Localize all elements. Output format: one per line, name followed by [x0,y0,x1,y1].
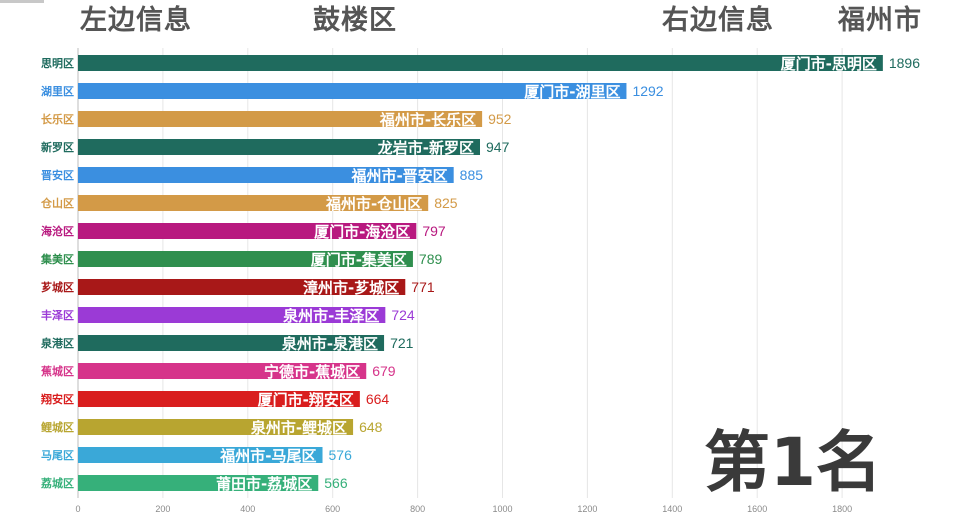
bar-inner-label: 泉州市-丰泽区 [282,307,379,325]
header-right-label: 右边信息 [662,5,774,36]
bar [78,83,627,99]
bar [78,279,406,295]
value-label: 952 [488,111,512,127]
bar [78,307,386,323]
bar-inner-label: 莆田市-荔城区 [216,475,312,493]
header-left-value: 鼓楼区 [313,5,397,36]
x-tick-label: 1600 [747,504,767,514]
value-label: 797 [422,223,446,239]
value-label: 885 [460,167,484,183]
bar-inner-label: 福州市-仓山区 [325,195,422,213]
value-label: 721 [390,335,414,351]
category-label: 芗城区 [41,280,74,294]
bar-inner-label: 龙岩市-新罗区 [377,139,474,157]
x-tick-label: 1200 [577,504,597,514]
x-tick-label: 600 [325,504,340,514]
value-label: 679 [372,363,396,379]
value-label: 1896 [889,55,920,71]
bar-inner-label: 泉州市-鲤城区 [250,419,347,437]
category-label: 丰泽区 [41,308,74,322]
bar [78,251,413,267]
x-tick-label: 0 [75,504,80,514]
x-tick-label: 200 [155,504,170,514]
value-label: 771 [411,279,435,295]
value-label: 947 [486,139,510,155]
bar-inner-label: 泉州市-泉港区 [281,335,378,353]
x-tick-label: 1400 [662,504,682,514]
category-label: 翔安区 [40,392,74,406]
bar [78,167,454,183]
value-label: 566 [324,475,348,491]
category-label: 海沧区 [41,224,74,238]
value-label: 664 [366,391,390,407]
bar-inner-label: 漳州市-芗城区 [303,279,399,297]
bar [78,363,367,379]
bar [78,139,481,155]
bar [78,55,883,71]
category-label: 湖里区 [41,84,74,98]
value-label: 576 [329,447,353,463]
bar-inner-label: 福州市-马尾区 [219,447,316,465]
x-tick-label: 1800 [832,504,852,514]
bar-inner-label: 福州市-长乐区 [379,111,476,129]
x-tick-label: 400 [240,504,255,514]
top-rule [0,0,44,3]
category-label: 泉港区 [40,336,74,350]
bar [78,447,323,463]
category-label: 新罗区 [41,140,74,154]
value-label: 789 [419,251,443,267]
value-label: 1292 [632,83,663,99]
bar [78,335,385,351]
category-label: 荔城区 [40,476,74,490]
category-label: 鲤城区 [40,420,74,434]
category-label: 思明区 [41,57,74,70]
value-label: 648 [359,419,383,435]
bar [78,391,360,407]
value-label: 724 [391,307,415,323]
bar-inner-label: 厦门市-思明区 [781,55,877,73]
bar [78,475,319,491]
bar-inner-label: 宁德市-蕉城区 [264,363,360,381]
bar-inner-label: 厦门市-湖里区 [524,83,620,101]
bar [78,195,429,211]
value-label: 825 [434,195,458,211]
category-label: 仓山区 [40,196,74,210]
bar-inner-label: 厦门市-翔安区 [258,391,354,409]
bar [78,111,483,127]
category-label: 晋安区 [41,168,74,182]
x-tick-label: 800 [410,504,425,514]
bar [78,419,354,435]
bar-inner-label: 厦门市-海沧区 [314,223,410,241]
header-right-value: 福州市 [838,5,922,36]
category-label: 马尾区 [41,449,74,462]
bar-inner-label: 福州市-晋安区 [350,167,447,185]
category-label: 蕉城区 [40,364,74,378]
category-label: 长乐区 [41,112,74,126]
rank-label: 第1名 [704,424,882,501]
x-tick-label: 1000 [492,504,512,514]
bar [78,223,417,239]
bar-inner-label: 厦门市-集美区 [311,251,407,269]
category-label: 集美区 [40,252,74,266]
header-left-label: 左边信息 [80,5,192,36]
